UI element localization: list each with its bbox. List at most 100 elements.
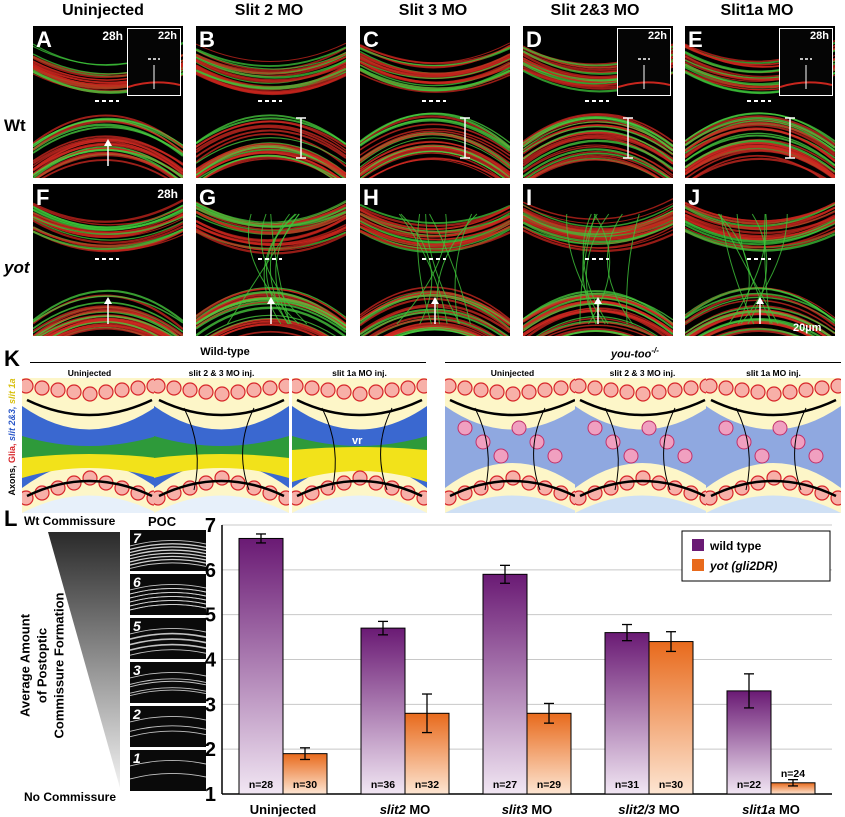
- panel-letter-i: I: [526, 185, 533, 210]
- column-title-slit3: Slit 3 MO: [398, 2, 468, 19]
- section-k-letter: K: [4, 346, 20, 371]
- bar-chart: 1 2 3 4 5 6 7 n=28 n=30 Uninjected n=36 n=32 slit2 M…: [205, 517, 832, 817]
- column-title-slit23: Slit 2&3 MO: [550, 2, 640, 19]
- panel-a: A 28h 22h: [33, 26, 183, 178]
- y-tick-6: 6: [205, 560, 216, 582]
- mutant-header: you-too-/-: [560, 346, 710, 361]
- inset-e: 28h: [779, 28, 833, 96]
- mutant-rule: [445, 362, 841, 363]
- inset-a: 22h: [127, 28, 181, 96]
- schematic-2: [154, 378, 289, 513]
- category-label-3: slit2/3 MO: [618, 802, 679, 817]
- schematic-4: [445, 378, 580, 513]
- poc-score-6: 6: [133, 574, 141, 590]
- category-label-2: slit3 MO: [502, 802, 553, 817]
- micrograph-j: [685, 201, 835, 336]
- n-label-wt-2: n=27: [493, 779, 517, 791]
- schematic-side-label: Axons, Glia, slit 2&3, slit 1a: [7, 372, 17, 502]
- inset-time-d: 22h: [648, 30, 667, 42]
- legend-swatch-0: [692, 539, 704, 551]
- inset-time-a: 22h: [158, 30, 177, 42]
- mutant-header-name: you-too: [611, 348, 652, 361]
- n-label-yot-3: n=30: [659, 779, 683, 791]
- poc-score-5: 5: [133, 618, 141, 634]
- bar-wt-3: [604, 632, 650, 795]
- row-label-wt: Wt: [4, 116, 26, 135]
- n-label-wt-3: n=31: [615, 779, 639, 791]
- panel-e: E 28h: [685, 26, 835, 178]
- side-label-glia: Glia,: [7, 441, 17, 464]
- n-label-yot-0: n=30: [293, 779, 317, 791]
- bar-wt-2: [482, 573, 528, 795]
- y-axis-label-line-1: Average Amount: [17, 613, 33, 718]
- panel-c: C: [360, 26, 510, 178]
- poc-thumb-6: 6: [130, 574, 206, 615]
- side-label-slit23: slit 2&3,: [7, 403, 17, 441]
- n-label-wt-0: n=28: [249, 779, 273, 791]
- gradient-wedge: [48, 532, 120, 788]
- poc-score-1: 1: [133, 750, 141, 766]
- schematic-5: [575, 378, 710, 513]
- micrograph-i: [523, 198, 673, 336]
- y-axis-label: Average Amount of Postoptic Commissure F…: [17, 556, 68, 776]
- panel-time-a: 28h: [102, 29, 123, 43]
- panel-letter-f: F: [36, 185, 50, 210]
- y-tick-7: 7: [205, 517, 216, 537]
- legend-label-1: yot (gli2DR): [709, 559, 777, 573]
- category-label-1: slit2 MO: [380, 802, 431, 817]
- schematic-title-1: Uninjected: [67, 368, 112, 378]
- no-commissure-label: No Commissure: [24, 790, 117, 804]
- micrograph-c: [360, 42, 510, 178]
- y-tick-5: 5: [205, 605, 216, 627]
- vr-label: vr: [352, 435, 363, 447]
- panel-j: J: [685, 184, 835, 336]
- y-tick-4: 4: [205, 650, 217, 672]
- n-label-yot-1: n=32: [415, 779, 439, 791]
- schematic-title-5: slit 2 & 3 MO inj.: [609, 368, 676, 378]
- mutant-header-sup: -/-: [651, 346, 659, 355]
- panel-h: H: [360, 184, 510, 336]
- y-tick-2: 2: [205, 739, 216, 761]
- schematic-title-4: Uninjected: [490, 368, 535, 378]
- panel-i: I: [523, 184, 673, 336]
- wildtype-rule: [30, 362, 426, 363]
- schematic-title-3: slit 1a MO inj.: [332, 368, 387, 378]
- y-tick-1: 1: [205, 784, 216, 806]
- scale-bar-label: 20µm: [793, 322, 822, 334]
- inset-time-e: 28h: [810, 30, 829, 42]
- poc-thumb-1: 1: [130, 750, 206, 791]
- n-label-wt-4: n=22: [737, 779, 761, 791]
- poc-score-3: 3: [133, 662, 141, 678]
- category-label-4: slit1a MO: [742, 802, 800, 817]
- n-label-yot-4: n=24: [781, 768, 805, 780]
- wildtype-header: Wild-type: [200, 346, 250, 358]
- schematic-title-2: slit 2 & 3 MO inj.: [188, 368, 255, 378]
- poc-score-2: 2: [133, 706, 141, 722]
- panel-letter-h: H: [363, 185, 379, 210]
- panel-letter-a: A: [36, 27, 52, 52]
- scale-bar: [800, 338, 836, 341]
- category-label-0: Uninjected: [250, 802, 317, 817]
- micrograph-g: [196, 200, 346, 336]
- n-label-yot-2: n=29: [537, 779, 561, 791]
- inset-d: 22h: [617, 28, 671, 96]
- panel-letter-j: J: [688, 185, 701, 210]
- y-tick-3: 3: [205, 694, 216, 716]
- legend-swatch-1: [692, 559, 704, 571]
- panel-letter-b: B: [199, 27, 215, 52]
- poc-thumb-3: 3: [130, 662, 206, 703]
- column-title-slit1a: Slit1a MO: [720, 2, 794, 19]
- bar-wt-1: [360, 627, 406, 795]
- wt-commissure-label: Wt Commissure: [24, 514, 116, 528]
- section-l-letter: L: [4, 506, 18, 531]
- row-label-yot: yot: [4, 258, 30, 277]
- n-label-wt-1: n=36: [371, 779, 395, 791]
- micrograph-h: [360, 203, 510, 336]
- column-title-slit2: Slit 2 MO: [234, 2, 304, 19]
- panel-letter-g: G: [199, 185, 217, 210]
- poc-score-7: 7: [133, 530, 141, 546]
- panel-d: D 22h: [523, 26, 673, 178]
- bar-yot-0: [282, 753, 328, 795]
- panel-g: G: [196, 184, 346, 336]
- bar-yot-3: [648, 641, 694, 795]
